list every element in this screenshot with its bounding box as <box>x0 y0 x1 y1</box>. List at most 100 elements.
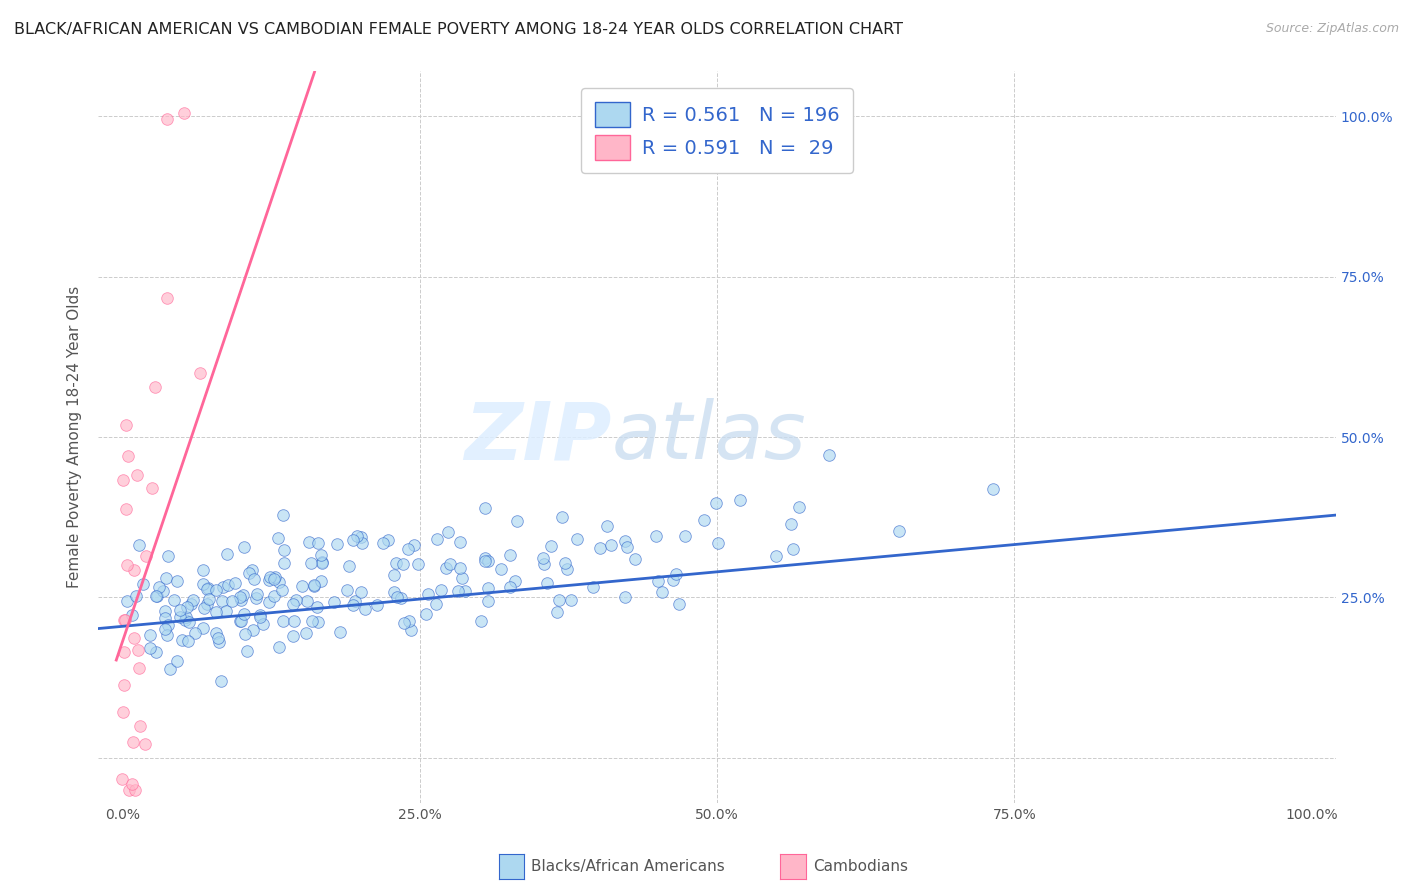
Point <box>449 535 471 549</box>
Point <box>169 603 191 617</box>
Point <box>389 591 412 605</box>
Point <box>156 628 179 642</box>
Point <box>229 614 252 628</box>
Point <box>240 563 263 577</box>
Text: atlas: atlas <box>612 398 807 476</box>
Point <box>302 577 325 591</box>
Point <box>536 575 558 590</box>
Point <box>148 580 170 594</box>
Point <box>503 574 526 589</box>
Point <box>555 562 578 576</box>
Point <box>159 662 181 676</box>
Point <box>498 580 520 594</box>
Point <box>263 572 285 586</box>
Point <box>299 557 322 571</box>
Point <box>163 592 186 607</box>
Point <box>153 604 176 618</box>
Text: BLACK/AFRICAN AMERICAN VS CAMBODIAN FEMALE POVERTY AMONG 18-24 YEAR OLDS CORRELA: BLACK/AFRICAN AMERICAN VS CAMBODIAN FEMA… <box>14 22 903 37</box>
Point <box>283 614 305 628</box>
Point <box>242 623 264 637</box>
Point <box>211 593 233 607</box>
Point <box>425 597 447 611</box>
Point <box>259 570 281 584</box>
Point <box>195 582 218 596</box>
Point <box>267 574 290 589</box>
Point <box>309 574 332 588</box>
Point <box>257 595 280 609</box>
Point <box>112 613 135 627</box>
Point <box>540 540 562 554</box>
Point <box>114 417 136 432</box>
Point <box>437 525 460 540</box>
Point <box>271 615 294 629</box>
Point <box>245 591 267 605</box>
Point <box>377 533 399 547</box>
Point <box>143 380 166 394</box>
Point <box>173 613 195 627</box>
Point <box>157 618 180 632</box>
Point <box>406 557 429 571</box>
Point <box>271 508 294 522</box>
Point <box>122 632 145 646</box>
Point <box>169 609 191 624</box>
Point <box>434 561 457 575</box>
Point <box>644 529 666 543</box>
Point <box>614 534 637 549</box>
Point <box>177 633 200 648</box>
Point <box>193 563 215 577</box>
Point <box>191 576 214 591</box>
Point <box>217 578 239 592</box>
Point <box>402 538 425 552</box>
Point <box>600 538 623 552</box>
Point <box>326 537 349 551</box>
Point <box>391 557 413 571</box>
Point <box>156 291 179 305</box>
Point <box>449 561 471 575</box>
Point <box>336 583 359 598</box>
Point <box>121 735 143 749</box>
Point <box>673 529 696 543</box>
Point <box>246 587 269 601</box>
Text: Blacks/African Americans: Blacks/African Americans <box>531 859 725 873</box>
Point <box>474 550 496 565</box>
Point <box>115 558 138 573</box>
Point <box>399 623 422 637</box>
Point <box>111 705 134 719</box>
Point <box>198 591 221 606</box>
Point <box>145 590 167 604</box>
Point <box>447 584 470 599</box>
Point <box>112 678 135 692</box>
Point <box>284 592 307 607</box>
Point <box>184 625 207 640</box>
Point <box>706 536 728 550</box>
Point <box>139 628 162 642</box>
Point <box>191 621 214 635</box>
Point <box>112 644 135 658</box>
Point <box>173 106 195 120</box>
Point <box>582 580 605 594</box>
Point <box>311 555 333 569</box>
Point <box>215 604 238 618</box>
Point <box>128 538 150 552</box>
Point <box>291 578 314 592</box>
Point <box>346 529 368 543</box>
Point <box>342 598 364 612</box>
Point <box>350 530 373 544</box>
Point <box>207 631 229 645</box>
Point <box>232 607 254 621</box>
Point <box>730 493 752 508</box>
Point <box>661 573 683 587</box>
Point <box>295 593 318 607</box>
Point <box>166 654 188 668</box>
Point <box>111 473 134 487</box>
Point <box>127 468 149 483</box>
Point <box>416 587 439 601</box>
Point <box>647 574 669 589</box>
Point <box>111 772 134 786</box>
Point <box>343 594 366 608</box>
Point <box>651 585 673 599</box>
Point <box>204 582 226 597</box>
Point <box>765 549 787 564</box>
Point <box>249 610 271 624</box>
Point <box>415 607 437 621</box>
